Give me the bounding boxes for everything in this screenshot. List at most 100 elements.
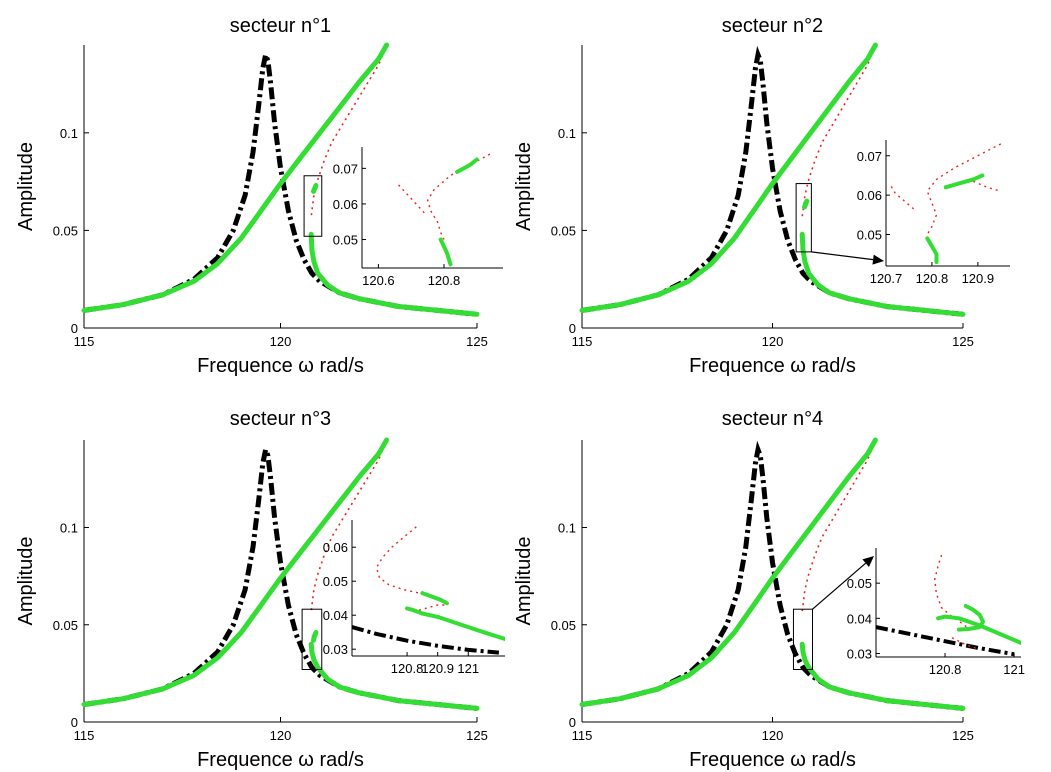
series-line-1 [579, 437, 878, 707]
y-axis-label: Amplitude [15, 142, 37, 231]
x-axis-label: Frequence ω rad/s [689, 749, 856, 771]
subplot-title: secteur n°3 [230, 408, 331, 430]
inset-background [352, 520, 505, 656]
inset-x-tick-label: 120.9 [421, 661, 454, 676]
inset-series-line-2 [951, 637, 980, 650]
y-tick-label: 0 [71, 321, 78, 336]
x-tick-label: 120 [762, 728, 784, 743]
inset-y-tick-label: 0.07 [333, 161, 358, 176]
inset-plot: 120.8 121 0.03 0.04 0.05 [847, 548, 1025, 677]
inset-series-line-0 [352, 625, 500, 655]
inset-series-line-0 [426, 153, 491, 240]
inset-series-line-1 [889, 184, 915, 210]
inset-background [362, 147, 503, 268]
x-tick-label: 125 [952, 334, 974, 349]
inset-series-line-2 [438, 237, 453, 267]
inset-series-line-2 [973, 180, 1001, 192]
x-tick-label: 115 [74, 728, 95, 743]
inset-x-tick-label: 120.7 [870, 271, 903, 286]
zoom-arrow-head [872, 254, 884, 265]
series-line-2 [310, 439, 388, 612]
inset-y-tick-label: 0.03 [323, 642, 348, 657]
y-axis-label: Amplitude [15, 537, 37, 626]
y-tick-label: 0.1 [558, 521, 576, 536]
x-tick-label: 115 [572, 728, 593, 743]
inset-y-tick-label: 0.04 [323, 608, 348, 623]
inset-y-tick-label: 0.03 [847, 646, 872, 661]
inset-y-tick-label: 0.05 [323, 574, 348, 589]
subplot-2: secteur n°2 115 120 125 0 0.05 0.1 Frequence ω … [513, 15, 1010, 377]
y-tick-label: 0.1 [558, 126, 576, 141]
y-axis-label: Amplitude [513, 142, 535, 231]
inset-series-line-4 [420, 591, 449, 606]
x-axis-label: Frequence ω rad/s [197, 749, 364, 771]
y-tick-label: 0.05 [551, 618, 576, 633]
x-axis-label: Frequence ω rad/s [689, 355, 856, 377]
inset-x-tick-label: 120.8 [929, 662, 962, 677]
inset-series-line-3 [405, 606, 505, 641]
y-tick-label: 0.1 [60, 126, 78, 141]
zoom-arrow-head [862, 556, 874, 567]
inset-series-line-4 [956, 604, 985, 632]
inset-series [352, 526, 505, 655]
series-line-1 [81, 42, 390, 313]
inset-x-tick-label: 120.8 [428, 273, 461, 288]
series-line-3 [308, 231, 480, 317]
subplot-title: secteur n°4 [722, 408, 823, 430]
series-line-4 [311, 630, 319, 643]
inset-y-tick-label: 0.06 [857, 188, 882, 203]
y-tick-label: 0.05 [551, 223, 576, 238]
inset-series-line-3 [936, 614, 1021, 645]
x-tick-label: 125 [952, 728, 974, 743]
inset-y-tick-label: 0.04 [847, 611, 872, 626]
inset-x-tick-label: 121 [1003, 662, 1025, 677]
y-tick-label: 0 [71, 715, 78, 730]
inset-y-tick-label: 0.05 [333, 233, 358, 248]
inset-y-tick-label: 0.07 [857, 149, 882, 164]
inset-y-tick-label: 0.06 [323, 540, 348, 555]
subplot-3: secteur n°3 115 120 125 0 0.05 0.1 Frequence ω … [15, 408, 505, 771]
inset-background [876, 548, 1021, 657]
zoom-box [792, 608, 814, 670]
x-tick-label: 120 [270, 334, 292, 349]
inset-x-tick-label: 120.9 [962, 271, 995, 286]
y-tick-label: 0 [569, 715, 576, 730]
inset-series-line-3 [455, 157, 479, 174]
inset-series-line-1 [397, 183, 425, 214]
inset-series-line-1 [933, 554, 970, 630]
series-line-1 [81, 437, 390, 707]
series-line-3 [799, 641, 966, 711]
inset-series [889, 143, 1002, 265]
y-axis-label: Amplitude [513, 537, 535, 626]
y-tick-label: 0.1 [60, 521, 78, 536]
inset-series [397, 153, 491, 267]
series-line-1 [579, 42, 878, 313]
inset-series-line-4 [943, 173, 985, 190]
y-tick-label: 0.05 [53, 223, 78, 238]
inset-series-line-2 [413, 604, 447, 613]
series-line-3 [308, 641, 480, 711]
zoom-arrow [811, 251, 874, 261]
x-tick-label: 120 [270, 728, 292, 743]
series-line-0 [581, 440, 964, 711]
x-axis-label: Frequence ω rad/s [197, 355, 364, 377]
series-line-2 [801, 44, 877, 217]
series-line-4 [802, 198, 810, 210]
inset-series-line-3 [925, 236, 939, 265]
inset-x-tick-label: 120.8 [391, 661, 424, 676]
x-tick-label: 115 [74, 334, 95, 349]
zoom-box [795, 183, 812, 253]
inset-y-tick-label: 0.05 [857, 228, 882, 243]
inset-x-tick-label: 120.8 [916, 271, 949, 286]
inset-x-tick-label: 120.6 [362, 273, 395, 288]
x-tick-label: 120 [762, 334, 784, 349]
subplot-title: secteur n°2 [722, 15, 823, 37]
zoom-box [301, 608, 323, 670]
inset-background [886, 140, 1010, 266]
x-tick-label: 115 [572, 334, 593, 349]
y-tick-label: 0.05 [53, 618, 78, 633]
subplot-title: secteur n°1 [230, 15, 331, 37]
series-line-0 [581, 45, 964, 317]
subplot-1: secteur n°1 115 120 125 0 0.05 0.1 Frequence ω … [15, 15, 503, 377]
